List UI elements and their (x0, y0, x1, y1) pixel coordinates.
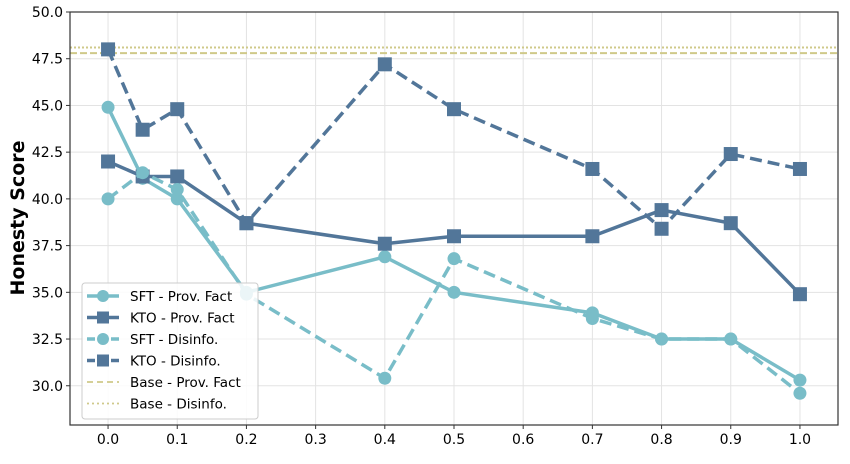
data-point (101, 100, 115, 114)
legend-label: KTO - Disinfo. (130, 354, 221, 370)
data-point (170, 192, 184, 206)
data-point (723, 216, 738, 231)
x-tick-label: 0.9 (720, 432, 742, 448)
y-tick-label: 47.5 (32, 52, 63, 68)
legend-label: Base - Prov. Fact (130, 375, 241, 391)
series-lines (101, 42, 807, 400)
x-tick-label: 0.6 (512, 432, 534, 448)
x-tick-label: 0.1 (166, 432, 188, 448)
y-tick-label: 45.0 (32, 98, 63, 114)
data-point (723, 147, 738, 162)
legend-marker (97, 333, 109, 345)
x-tick-label: 0.4 (374, 432, 396, 448)
data-point (170, 169, 185, 184)
data-point (239, 216, 254, 231)
data-point (654, 221, 669, 236)
data-point (377, 236, 392, 251)
data-point (447, 285, 461, 299)
series-line (106, 48, 801, 232)
baselines (70, 46, 838, 55)
data-point (585, 161, 600, 176)
series-line (106, 170, 802, 395)
data-point (378, 250, 392, 264)
data-point (170, 183, 184, 197)
x-tick-label: 0.8 (650, 432, 672, 448)
legend-item: Base - Disinfo. (87, 397, 227, 413)
y-tick-label: 30.0 (32, 379, 63, 395)
legend-item: KTO - Disinfo. (87, 354, 221, 370)
legend-marker (97, 311, 109, 324)
legend-item: KTO - Prov. Fact (87, 311, 235, 327)
legend-label: Base - Disinfo. (130, 397, 227, 413)
x-tick-label: 0.5 (443, 432, 465, 448)
data-point (724, 332, 738, 346)
x-tick-label: 0.7 (581, 432, 603, 448)
legend-box (81, 282, 259, 420)
legend-marker (97, 354, 109, 367)
data-point (655, 332, 669, 346)
data-point (447, 229, 461, 244)
data-point (654, 203, 669, 218)
data-point (135, 122, 150, 137)
data-point (378, 371, 392, 385)
data-point (101, 42, 116, 57)
data-point (792, 287, 807, 302)
legend-label: KTO - Prov. Fact (130, 311, 235, 327)
series-sft-disinfo- (101, 166, 807, 400)
y-tick-label: 50.0 (32, 5, 63, 21)
series-kto-disinfo- (101, 42, 807, 236)
x-tick-label: 0.3 (304, 432, 326, 448)
data-point (377, 57, 392, 72)
data-point (170, 102, 185, 117)
data-point (136, 166, 150, 180)
data-point (792, 161, 807, 176)
y-axis-label: Honesty Score (7, 140, 29, 295)
y-tick-label: 35.0 (32, 285, 63, 301)
data-point (447, 252, 461, 266)
data-point (793, 373, 807, 387)
series-line (107, 159, 802, 296)
legend-item: Base - Prov. Fact (87, 375, 241, 391)
data-point (101, 192, 115, 206)
axis-ticks: 0.0 0.1 0.2 0.3 0.4 0.5 0.6 0.7 0.8 0.9 1.0 30.0 32.… (32, 5, 811, 448)
data-point (585, 229, 600, 244)
x-tick-label: 1.0 (789, 432, 811, 448)
legend-label: SFT - Prov. Fact (130, 289, 232, 305)
legend-item: SFT - Prov. Fact (87, 289, 232, 305)
x-tick-label: 0.2 (235, 432, 257, 448)
legend-item: SFT - Disinfo. (87, 332, 218, 348)
y-tick-label: 32.5 (32, 332, 63, 348)
x-tick-label: 0.0 (97, 432, 119, 448)
data-point (585, 311, 599, 325)
legend: SFT - Prov. Fact KTO - Prov. Fact SFT - Di… (81, 282, 259, 420)
data-point (447, 102, 461, 117)
data-point (793, 386, 807, 400)
legend-marker (97, 290, 109, 302)
legend-label: SFT - Disinfo. (130, 332, 218, 348)
y-tick-label: 40.0 (32, 192, 63, 208)
y-tick-label: 37.5 (32, 239, 63, 255)
data-point (101, 154, 116, 169)
y-tick-label: 42.5 (32, 145, 63, 161)
